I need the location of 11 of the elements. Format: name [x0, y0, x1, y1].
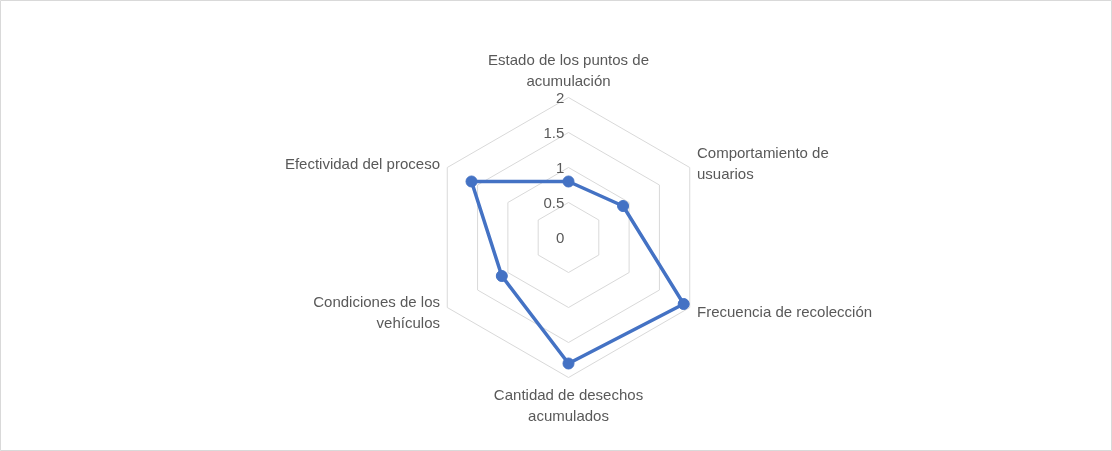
spoke-label: Efectividad del proceso: [284, 154, 440, 172]
y-tick-label: 1.5: [543, 123, 565, 141]
spoke-label: Comportamiento de usuarios: [697, 144, 829, 183]
y-tick-label: 0.5: [543, 193, 565, 211]
y-tick-label: 2: [555, 88, 565, 106]
y-tick-label: 0: [555, 228, 565, 246]
spoke-label: Frecuencia de recolección: [697, 303, 873, 321]
spoke-label: Estado de los puntos de acumulación: [488, 50, 649, 90]
spoke-label: Condiciones de los vehículos: [313, 292, 440, 331]
y-tick-label: 1: [555, 158, 565, 176]
spoke-label: Cantidad de desechos acumulados: [493, 385, 644, 425]
